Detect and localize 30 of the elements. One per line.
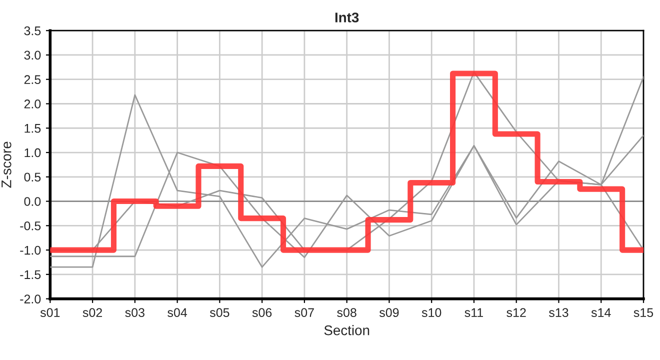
x-tick-label: s04 xyxy=(168,308,188,318)
y-tick-label: 2.5 xyxy=(24,75,41,84)
x-tick-label: s09 xyxy=(379,308,399,318)
y-tick-label: 2.0 xyxy=(24,100,41,108)
y-tick-label: 3.0 xyxy=(24,50,41,60)
y-tick-label: 1.0 xyxy=(24,148,41,158)
y-tick-label: 0.5 xyxy=(24,172,41,182)
x-tick-label: s06 xyxy=(252,308,272,318)
y-tick-label: 1.5 xyxy=(24,124,41,133)
y-tick-label: -1.0 xyxy=(20,246,41,255)
x-tick-label: s11 xyxy=(464,308,483,318)
x-tick-label: s15 xyxy=(634,308,654,318)
x-tick-label: s14 xyxy=(591,308,611,318)
x-tick-label: s01 xyxy=(40,308,60,318)
x-tick-label: s12 xyxy=(506,308,526,318)
y-tick-label: 3.5 xyxy=(24,26,41,36)
y-tick-label: 0.0 xyxy=(24,197,41,206)
x-axis-title: Section xyxy=(324,325,370,336)
x-tick-label: s03 xyxy=(125,308,144,318)
x-tick-label: s02 xyxy=(82,308,102,318)
y-axis-title: Z-score xyxy=(2,142,12,188)
x-tick-label: s13 xyxy=(549,308,568,318)
y-tick-label: -2.0 xyxy=(20,294,41,304)
x-tick-label: s07 xyxy=(294,308,314,318)
x-tick-label: s10 xyxy=(422,308,442,318)
chart-title: Int3 xyxy=(335,12,359,22)
x-tick-label: s05 xyxy=(210,308,230,318)
y-tick-label: -1.5 xyxy=(20,270,41,280)
y-tick-label: -0.5 xyxy=(20,221,41,230)
x-tick-label: s08 xyxy=(337,308,356,318)
